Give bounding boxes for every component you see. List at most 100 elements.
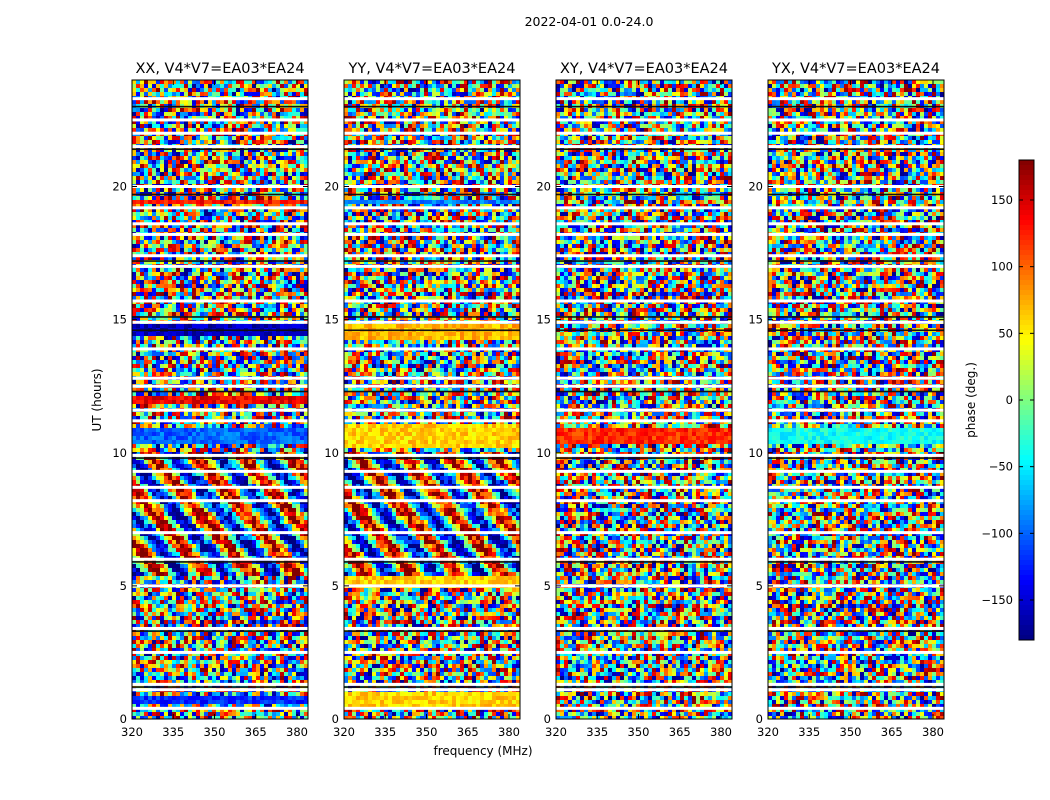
- heat-cell: [284, 180, 288, 184]
- heat-cell: [156, 92, 160, 96]
- heat-cell: [208, 256, 212, 260]
- heat-cell: [256, 324, 260, 328]
- heat-cell: [296, 512, 300, 516]
- heat-cell: [208, 164, 212, 168]
- heat-cell: [196, 124, 200, 128]
- heat-cell: [260, 432, 264, 436]
- heat-cell: [284, 248, 288, 252]
- heat-cell: [168, 128, 172, 132]
- heat-cell: [248, 172, 252, 176]
- heat-cell: [248, 212, 252, 216]
- heat-cell: [300, 180, 304, 184]
- heat-cell: [160, 124, 164, 128]
- heat-cell: [188, 88, 192, 92]
- heat-cell: [184, 340, 188, 344]
- heat-cell: [244, 212, 248, 216]
- heat-cell: [196, 208, 200, 212]
- heat-cell: [288, 296, 292, 300]
- heat-cell: [132, 312, 136, 316]
- heat-cell: [252, 100, 256, 104]
- heat-cell: [292, 444, 296, 448]
- heat-cell: [196, 272, 200, 276]
- heat-cell: [148, 152, 152, 156]
- heat-cell: [216, 428, 220, 432]
- heat-cell: [140, 160, 144, 164]
- heat-cell: [264, 428, 268, 432]
- heat-cell: [256, 304, 260, 308]
- heat-cell: [212, 496, 216, 500]
- heat-cell: [184, 124, 188, 128]
- heat-cell: [228, 444, 232, 448]
- heat-cell: [168, 428, 172, 432]
- heat-cell: [244, 248, 248, 252]
- heat-cell: [280, 360, 284, 364]
- heat-cell: [272, 220, 276, 224]
- heat-cell: [132, 504, 136, 508]
- heat-cell: [212, 272, 216, 276]
- heat-cell: [220, 356, 224, 360]
- heat-cell: [268, 528, 272, 532]
- heat-cell: [132, 252, 136, 256]
- heat-cell: [180, 252, 184, 256]
- heat-cell: [292, 248, 296, 252]
- heat-cell: [172, 152, 176, 156]
- heat-cell: [256, 460, 260, 464]
- heat-cell: [172, 436, 176, 440]
- heat-cell: [232, 176, 236, 180]
- heat-cell: [264, 236, 268, 240]
- heat-cell: [176, 152, 180, 156]
- heat-cell: [288, 224, 292, 228]
- heat-cell: [216, 304, 220, 308]
- heat-cell: [232, 372, 236, 376]
- heat-cell: [168, 504, 172, 508]
- heat-cell: [300, 336, 304, 340]
- heat-cell: [264, 172, 268, 176]
- heat-cell: [180, 492, 184, 496]
- heat-cell: [268, 336, 272, 340]
- heat-cell: [168, 256, 172, 260]
- heat-cell: [280, 204, 284, 208]
- heat-cell: [208, 240, 212, 244]
- heat-cell: [180, 520, 184, 524]
- heat-cell: [192, 224, 196, 228]
- heat-cell: [276, 208, 280, 212]
- heat-cell: [168, 304, 172, 308]
- heat-cell: [156, 460, 160, 464]
- heat-cell: [164, 236, 168, 240]
- heat-cell: [296, 332, 300, 336]
- heat-cell: [208, 372, 212, 376]
- heat-cell: [156, 152, 160, 156]
- heat-cell: [152, 156, 156, 160]
- heat-cell: [176, 340, 180, 344]
- heat-cell: [276, 480, 280, 484]
- heat-cell: [292, 524, 296, 528]
- heat-cell: [224, 424, 228, 428]
- heat-cell: [176, 476, 180, 480]
- heat-cell: [180, 388, 184, 392]
- heat-cell: [176, 380, 180, 384]
- heat-cell: [216, 332, 220, 336]
- heat-cell: [236, 176, 240, 180]
- heat-cell: [268, 360, 272, 364]
- heat-cell: [152, 448, 156, 452]
- heat-cell: [276, 396, 280, 400]
- heat-cell: [292, 508, 296, 512]
- heat-cell: [188, 324, 192, 328]
- heat-cell: [148, 388, 152, 392]
- heat-cell: [244, 440, 248, 444]
- heat-cell: [196, 228, 200, 232]
- heat-cell: [248, 252, 252, 256]
- heat-cell: [160, 520, 164, 524]
- heat-cell: [164, 280, 168, 284]
- heat-cell: [268, 272, 272, 276]
- heat-cell: [244, 152, 248, 156]
- heat-cell: [152, 108, 156, 112]
- heat-cell: [160, 460, 164, 464]
- heat-cell: [168, 168, 172, 172]
- heat-cell: [184, 288, 188, 292]
- heat-cell: [236, 212, 240, 216]
- heat-cell: [132, 180, 136, 184]
- heat-cell: [164, 480, 168, 484]
- heat-cell: [156, 364, 160, 368]
